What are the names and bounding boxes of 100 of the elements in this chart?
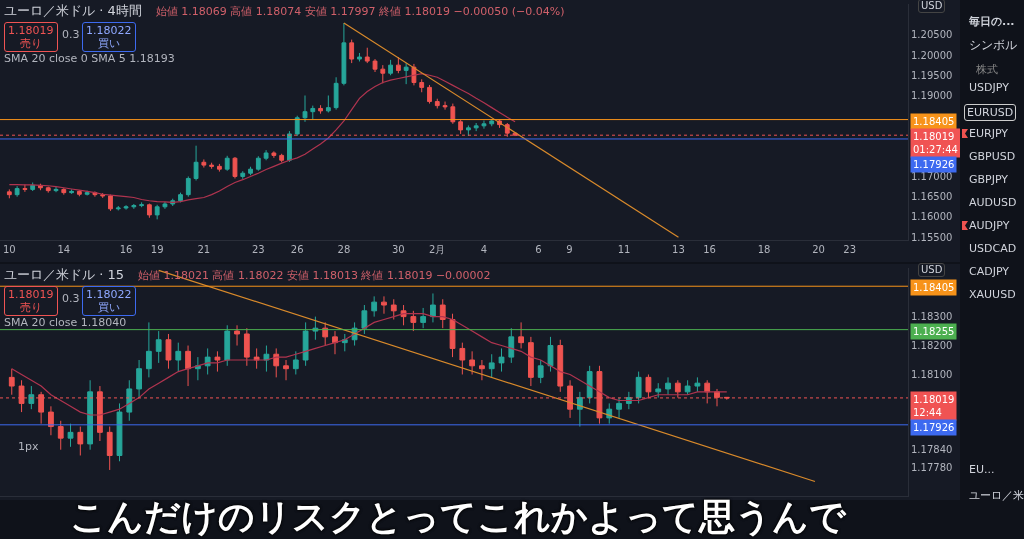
annotation: 0.3 — [62, 28, 80, 42]
candlestick — [694, 376, 701, 393]
x-tick-label: 23 — [843, 244, 857, 255]
candlestick — [576, 391, 583, 428]
x-tick-label: 20 — [812, 244, 825, 255]
annotation: 始値 1.18069 高値 1.18074 安値 1.17997 終値 1.18019 −0.00050 (−0.04%) — [155, 5, 565, 18]
candlestick — [302, 321, 309, 367]
ref-line-label: 1.18019 01:27:44 — [913, 131, 958, 155]
candlestick — [465, 124, 471, 137]
candlestick — [469, 350, 476, 375]
candlestick — [458, 119, 464, 135]
candlestick — [255, 155, 261, 172]
text: EURUSD — [964, 104, 1017, 121]
candlestick — [175, 342, 182, 373]
candlestick — [488, 353, 495, 378]
candlestick — [508, 327, 515, 364]
candlestick — [364, 47, 370, 64]
candlestick — [155, 330, 162, 364]
candlestick — [586, 365, 593, 404]
candlestick — [240, 170, 246, 180]
candlestick — [332, 330, 338, 355]
candlestick — [388, 59, 393, 76]
candlestick — [442, 101, 448, 111]
candlestick — [430, 292, 436, 323]
candlestick — [14, 185, 20, 198]
candlestick — [271, 150, 277, 159]
text: USD — [918, 263, 946, 277]
annotation: 1.18022 買い — [82, 22, 136, 53]
candlestick — [76, 189, 82, 197]
x-tick-label: 16 — [703, 244, 716, 255]
y-tick-label: 1.18300 — [911, 311, 953, 323]
candlestick — [185, 345, 191, 387]
text: GBPJPY — [969, 173, 1009, 186]
candlestick — [459, 342, 466, 375]
x-tick-label: 14 — [57, 244, 71, 255]
candlestick — [537, 359, 544, 384]
candlestick — [28, 385, 35, 410]
candlestick — [318, 104, 323, 115]
candlestick — [139, 201, 145, 208]
candlestick — [449, 313, 456, 358]
x-tick-label: 10 — [2, 244, 16, 255]
x-tick-label: 28 — [337, 244, 351, 255]
candlestick — [45, 186, 51, 194]
candlestick — [69, 188, 74, 195]
candlestick — [48, 405, 54, 436]
ref-line-label: 1.18255 — [913, 326, 955, 337]
ref-line-label: 1.17926 — [913, 422, 955, 433]
candlestick — [273, 347, 280, 378]
text: CADJPY — [969, 265, 1010, 278]
candlestick — [481, 120, 487, 130]
candlestick — [302, 94, 308, 123]
candlestick — [165, 333, 172, 370]
candlestick — [410, 310, 417, 332]
y-tick-label: 1.17000 — [911, 170, 953, 182]
candlestick — [547, 336, 554, 373]
candlestick — [126, 379, 133, 422]
y-tick-label: 1.16500 — [911, 191, 953, 203]
candlestick — [427, 84, 432, 105]
chart-title: ユーロ／米ドル · 4時間 — [4, 3, 142, 18]
candlestick — [684, 379, 691, 396]
y-tick-label: 1.19500 — [911, 69, 953, 81]
candlestick — [420, 307, 427, 329]
y-tick-label: 1.15500 — [911, 231, 953, 243]
candlestick — [557, 339, 564, 393]
text: AUDJPY — [969, 219, 1010, 232]
candlestick — [201, 158, 207, 169]
y-tick-label: 1.17780 — [911, 461, 953, 473]
y-tick-label: 1.18200 — [911, 340, 953, 352]
candlestick — [635, 371, 642, 404]
x-tick-label: 21 — [197, 244, 211, 255]
y-tick-label: 1.20000 — [911, 49, 953, 61]
text: シンボル — [969, 37, 1017, 54]
x-tick-label: 11 — [617, 244, 631, 255]
ref-line-label: 1.17926 — [913, 159, 955, 170]
candlestick — [665, 376, 671, 396]
candlestick — [310, 105, 316, 121]
candlestick — [131, 203, 137, 210]
candlestick — [292, 350, 299, 375]
candlestick — [53, 186, 59, 193]
text: AUDUSD — [969, 196, 1017, 209]
candlestick — [527, 336, 534, 387]
x-tick-label: 6 — [535, 244, 542, 255]
candlestick — [279, 153, 285, 163]
candlestick — [209, 162, 215, 170]
candlestick — [248, 166, 253, 176]
candlestick — [655, 382, 662, 399]
x-tick-label: 9 — [566, 244, 573, 255]
text: XAUUSD — [969, 288, 1016, 301]
text: EU... — [969, 463, 995, 476]
candlestick — [87, 379, 94, 451]
candlestick — [473, 122, 479, 132]
candlestick — [322, 321, 329, 347]
candlestick — [341, 22, 347, 86]
candlestick — [77, 426, 84, 456]
candlestick — [57, 420, 64, 451]
text: 株式 — [976, 62, 998, 77]
candlestick — [616, 397, 622, 419]
x-tick-label: 2月 — [429, 244, 446, 255]
y-tick-label: 1.16000 — [911, 211, 953, 223]
candlestick — [232, 156, 238, 179]
